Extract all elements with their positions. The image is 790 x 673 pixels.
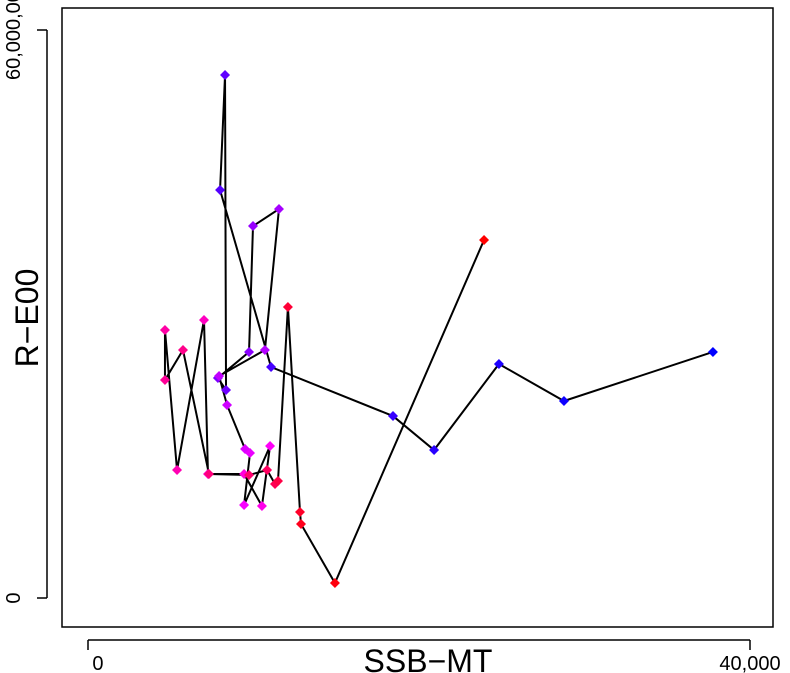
data-point (295, 507, 306, 518)
data-point (282, 301, 293, 312)
data-point (177, 344, 188, 355)
plot-box (61, 7, 774, 628)
data-point (429, 445, 440, 456)
data-point (248, 221, 259, 232)
data-point (172, 465, 183, 476)
x-tick-label: 40,000 (719, 653, 780, 673)
data-point (244, 470, 255, 481)
data-point (273, 204, 284, 215)
data-point (256, 500, 267, 511)
data-point (265, 440, 276, 451)
x-axis-label: SSB−MT (364, 643, 493, 673)
data-point (199, 314, 210, 325)
data-point (220, 70, 231, 81)
data-point (558, 396, 569, 407)
y-tick-label: 60,000,000 (3, 0, 25, 80)
data-point (221, 385, 232, 396)
data-point (159, 325, 170, 336)
data-point (214, 371, 225, 382)
data-point (329, 578, 340, 589)
data-point (239, 500, 250, 511)
x-tick-label: 0 (92, 653, 103, 673)
data-point (215, 184, 226, 195)
data-point (388, 411, 399, 422)
data-point (266, 362, 277, 373)
data-point (245, 447, 256, 458)
data-point (707, 346, 718, 357)
data-point (493, 358, 504, 369)
data-point (159, 374, 170, 385)
data-point (259, 344, 270, 355)
data-point (262, 465, 273, 476)
y-tick-label: 0 (3, 592, 25, 603)
data-point (479, 234, 490, 245)
data-point (295, 518, 306, 529)
data-point (244, 346, 255, 357)
data-point (203, 468, 214, 479)
data-point (272, 475, 283, 486)
y-axis-label: R−E00 (9, 269, 45, 368)
data-point (222, 399, 233, 410)
